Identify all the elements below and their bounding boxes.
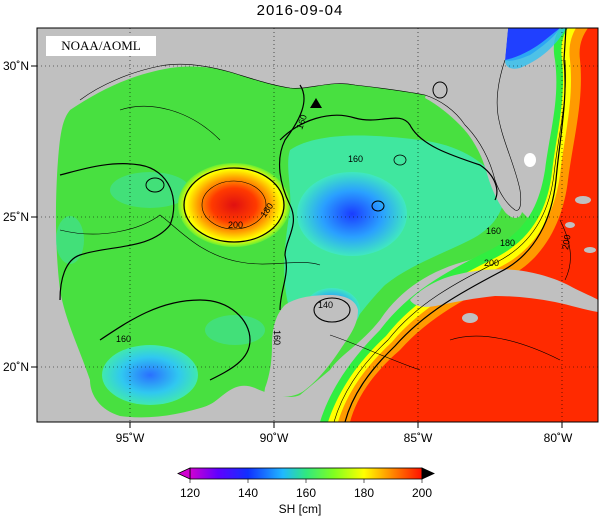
lon-label: 90˚W: [260, 431, 289, 445]
atlantic-cool-edge: [505, 28, 566, 69]
teal-region-nw: [110, 172, 190, 208]
blue-eddy-center: [297, 172, 407, 256]
atlantic-cool-water: [505, 28, 560, 61]
island: [462, 313, 478, 323]
colorbar: 120 140 160 180 200: [177, 467, 435, 500]
triangle-marker: [310, 98, 322, 108]
contour-label: 160: [348, 154, 363, 164]
colorbar-high-arrow: [421, 467, 435, 480]
lat-label: 20˚N: [3, 360, 29, 374]
colorbar-tick: 120: [180, 486, 200, 500]
colorbar-tick: 140: [238, 486, 258, 500]
florida-landmass: [425, 28, 523, 218]
contour-label: 140: [318, 300, 333, 310]
contour-lines: [59, 28, 571, 422]
contour-label: 160: [486, 226, 501, 236]
lon-label: 80˚W: [544, 431, 573, 445]
colorbar-low-arrow: [177, 467, 191, 480]
loop-current-red: [350, 28, 598, 422]
lon-label: 85˚W: [404, 431, 433, 445]
colorbar-label: SH [cm]: [278, 502, 322, 516]
colorbar-tick: 200: [412, 486, 432, 500]
warm-eddy: [178, 163, 290, 247]
island: [565, 222, 575, 228]
island: [575, 196, 591, 204]
contour-label: 180: [500, 238, 515, 248]
watermark: NOAA/AOML: [46, 36, 156, 56]
map-frame: [36, 27, 599, 423]
cuba-landmass: [410, 269, 598, 312]
teal-region-south: [205, 315, 265, 345]
contour-label: 160: [294, 113, 309, 131]
lat-label: 30˚N: [3, 59, 29, 73]
contour-label: 200: [560, 234, 572, 251]
contour-label: 160: [116, 334, 131, 344]
contour-label: 200: [228, 220, 243, 230]
mexico-landmass: [90, 295, 358, 422]
colorbar-tick: 160: [296, 486, 316, 500]
coastline: [79, 59, 522, 211]
lake: [524, 153, 536, 167]
lat-label: 25˚N: [3, 210, 29, 224]
lon-label: 95˚W: [116, 431, 145, 445]
axis-ticks: [31, 65, 563, 428]
contour-label: 200: [484, 258, 499, 268]
colorbar-tick: 180: [354, 486, 374, 500]
us-landmass: [37, 28, 521, 422]
map-title: 2016-09-04: [256, 2, 344, 19]
graticule: [37, 28, 598, 422]
island: [584, 247, 596, 253]
teal-region-west: [56, 216, 84, 264]
contour-label: 160: [272, 330, 282, 345]
blue-region-bay: [102, 345, 198, 405]
